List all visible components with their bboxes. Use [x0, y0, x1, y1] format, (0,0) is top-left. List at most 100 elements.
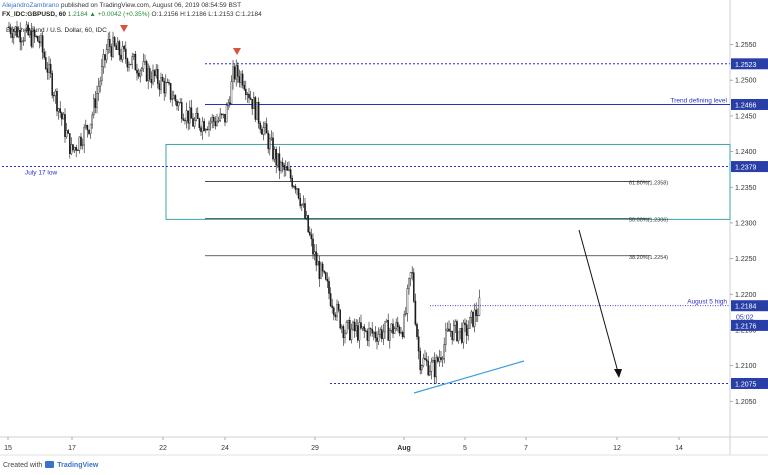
- tradingview-logo-icon: [45, 461, 55, 468]
- candle-body: [264, 123, 266, 128]
- candle-body: [278, 153, 281, 171]
- candle-body: [333, 307, 335, 316]
- candle-body: [73, 147, 76, 151]
- candle-body: [107, 38, 109, 50]
- candle-body: [305, 215, 308, 219]
- candle-body: [376, 337, 378, 342]
- level-label: August 5 high: [687, 299, 727, 306]
- candle-body: [291, 178, 294, 187]
- candle-body: [70, 144, 73, 155]
- candle-body: [411, 272, 414, 274]
- candle-body: [41, 35, 44, 53]
- candle-body: [43, 51, 45, 58]
- candle-body: [49, 63, 52, 74]
- candle-body: [389, 330, 391, 341]
- level-price-label: 1.2075: [735, 381, 757, 388]
- candle-body: [403, 314, 406, 338]
- candle-body: [286, 167, 289, 171]
- candle-body: [360, 322, 362, 329]
- candle-body: [339, 309, 342, 329]
- candle-body: [477, 315, 479, 317]
- candle-body: [334, 314, 337, 317]
- candle-body: [137, 72, 140, 77]
- candle-body: [457, 331, 460, 342]
- candle-body: [397, 322, 399, 328]
- candle-body: [357, 325, 359, 341]
- candle-body: [257, 101, 260, 124]
- candle-body: [220, 113, 223, 116]
- candle-body: [272, 137, 274, 160]
- candle-body: [172, 95, 175, 100]
- candle-body: [299, 197, 302, 207]
- candle-body: [371, 328, 374, 334]
- x-tick-label: 17: [68, 445, 76, 452]
- price-change: 1.2184 ▲ +0.0042 (+0.35%): [67, 11, 150, 18]
- candle-body: [400, 332, 402, 334]
- candle-body: [441, 358, 444, 360]
- candle-body: [222, 113, 225, 116]
- candle-body: [417, 336, 420, 352]
- candle-body: [395, 322, 398, 330]
- candle-body: [152, 70, 154, 84]
- candle-body: [225, 105, 228, 123]
- candle-body: [365, 330, 367, 332]
- candle-body: [145, 61, 148, 82]
- candle-body: [54, 90, 57, 96]
- y-tick-label: 1.2400: [735, 149, 757, 156]
- publish-info: published on TradingView.com, August 06,…: [60, 2, 242, 9]
- candle-body: [80, 136, 82, 146]
- candle-body: [368, 328, 370, 341]
- candle-body: [164, 82, 167, 94]
- candle-body: [120, 54, 122, 60]
- candle-body: [366, 330, 369, 341]
- candle-body: [102, 54, 105, 67]
- candle-body: [224, 113, 226, 123]
- candle-body: [363, 326, 366, 331]
- candle-body: [325, 272, 327, 280]
- candle-body: [166, 82, 169, 84]
- candle-body: [440, 357, 442, 360]
- candle-body: [78, 136, 81, 151]
- candle-body: [289, 169, 292, 179]
- y-tick-label: 1.2500: [735, 78, 757, 85]
- candle-body: [99, 80, 101, 87]
- candle-body: [406, 288, 409, 314]
- candle-body: [8, 26, 10, 28]
- candle-body: [262, 127, 265, 135]
- candle-body: [392, 323, 394, 334]
- fib-label: 50.00%(1.2306): [629, 218, 668, 224]
- price-axis[interactable]: 1.2550 1.2500 1.2450 1.2400 1.2350 1.2300 1.22…: [730, 42, 768, 406]
- candle-body: [470, 311, 473, 318]
- candle-body: [408, 278, 410, 289]
- annotations: [120, 25, 622, 394]
- footer-label: Created with: [3, 462, 43, 469]
- candle-body: [230, 81, 233, 105]
- time-axis[interactable]: 15 17 22 24 29 Aug 5 7 12 14: [4, 437, 683, 452]
- candle-body: [115, 45, 117, 50]
- candle-body: [401, 332, 404, 338]
- candle-body: [352, 321, 354, 330]
- candle-body: [270, 137, 273, 140]
- author-name[interactable]: AlejandroZambrano: [2, 2, 60, 9]
- candle-body: [91, 114, 93, 125]
- candle-body: [387, 320, 390, 341]
- candle-body: [35, 36, 37, 38]
- candle-body: [318, 261, 321, 279]
- footer-brand[interactable]: TradingView: [57, 462, 99, 469]
- candle-body: [161, 77, 164, 82]
- candle-body: [198, 118, 201, 129]
- y-tick-label: 1.2450: [735, 113, 757, 120]
- y-tick-label: 1.2100: [735, 363, 757, 370]
- candle-body: [64, 114, 66, 138]
- candle-body: [134, 54, 137, 71]
- candle-body: [430, 361, 433, 372]
- down-marker-icon: [120, 25, 128, 32]
- candle-body: [443, 344, 446, 359]
- level-price-label-box: [731, 377, 768, 389]
- candle-body: [349, 320, 351, 341]
- candle-body: [267, 132, 270, 150]
- candle-body: [265, 123, 268, 134]
- candle-body: [244, 88, 247, 95]
- x-tick-label: 5: [463, 445, 467, 452]
